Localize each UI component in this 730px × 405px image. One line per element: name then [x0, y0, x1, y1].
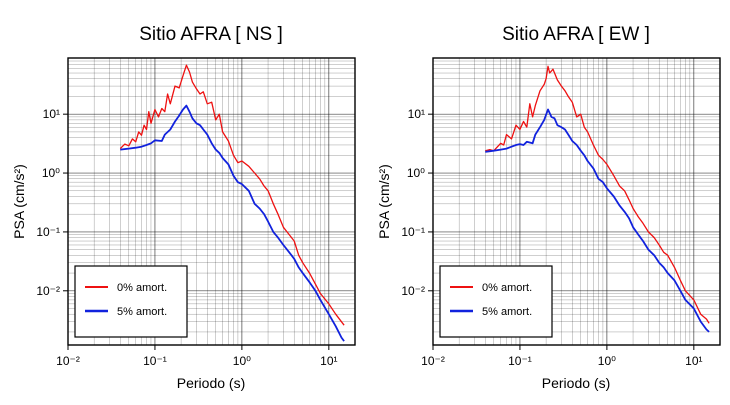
- chart-panel-ew: 10⁻² 10⁻¹ 10⁰ 10¹ 10⁻² 10⁻¹ 10⁰ 10¹ Sitio AFRA […: [376, 24, 721, 391]
- legend: 0% amort. 5% amort.: [74, 265, 188, 338]
- x-axis-label: Periodo (s): [542, 375, 610, 391]
- legend: 0% amort. 5% amort.: [439, 265, 553, 338]
- legend-label: 0% amort.: [482, 282, 532, 294]
- legend-label: 0% amort.: [117, 282, 167, 294]
- plot-frame: [432, 57, 721, 346]
- y-tick-label: 10⁰: [407, 166, 425, 180]
- x-axis-label: Periodo (s): [177, 375, 245, 391]
- y-tick-label: 10⁻²: [36, 284, 60, 298]
- legend-label: 5% amort.: [482, 306, 532, 318]
- series-line-undamped: [485, 65, 710, 324]
- x-tick-label: 10⁻²: [56, 354, 80, 368]
- series-line-damped: [485, 108, 710, 333]
- axis-group: 10⁻² 10⁻¹ 10⁰ 10¹ 10⁻² 10⁻¹ 10⁰ 10¹: [36, 107, 337, 368]
- y-axis-label: PSA (cm/s²): [11, 164, 27, 239]
- y-tick-label: 10⁻¹: [36, 225, 60, 239]
- chart-panel-ns: 10⁻² 10⁻¹ 10⁰ 10¹ 10⁻² 10⁻¹ 10⁰ 10¹ Sitio AFRA […: [11, 24, 356, 391]
- chart-title: Sitio AFRA [ NS ]: [139, 24, 283, 45]
- y-axis-label: PSA (cm/s²): [376, 164, 392, 239]
- y-tick-label: 10⁰: [42, 166, 60, 180]
- x-tick-label: 10¹: [685, 354, 702, 368]
- series-line-undamped: [119, 64, 345, 326]
- x-tick-label: 10⁻²: [421, 354, 445, 368]
- legend-label: 5% amort.: [117, 306, 167, 318]
- y-tick-label: 10¹: [43, 107, 60, 121]
- series-line-damped: [120, 104, 345, 342]
- legend-box: [439, 265, 553, 338]
- x-tick-label: 10⁰: [598, 354, 616, 368]
- grid-lines: [67, 57, 356, 345]
- y-tick-label: 10⁻²: [401, 284, 425, 298]
- y-tick-label: 10⁻¹: [401, 225, 425, 239]
- axis-group: 10⁻² 10⁻¹ 10⁰ 10¹ 10⁻² 10⁻¹ 10⁰ 10¹: [401, 107, 702, 368]
- x-tick-label: 10⁻¹: [143, 354, 167, 368]
- chart-title: Sitio AFRA [ EW ]: [502, 24, 650, 45]
- legend-box: [74, 265, 188, 338]
- x-tick-label: 10¹: [320, 354, 337, 368]
- x-tick-label: 10⁻¹: [508, 354, 532, 368]
- plot-frame: [67, 57, 356, 346]
- x-tick-label: 10⁰: [233, 354, 251, 368]
- y-tick-label: 10¹: [408, 107, 425, 121]
